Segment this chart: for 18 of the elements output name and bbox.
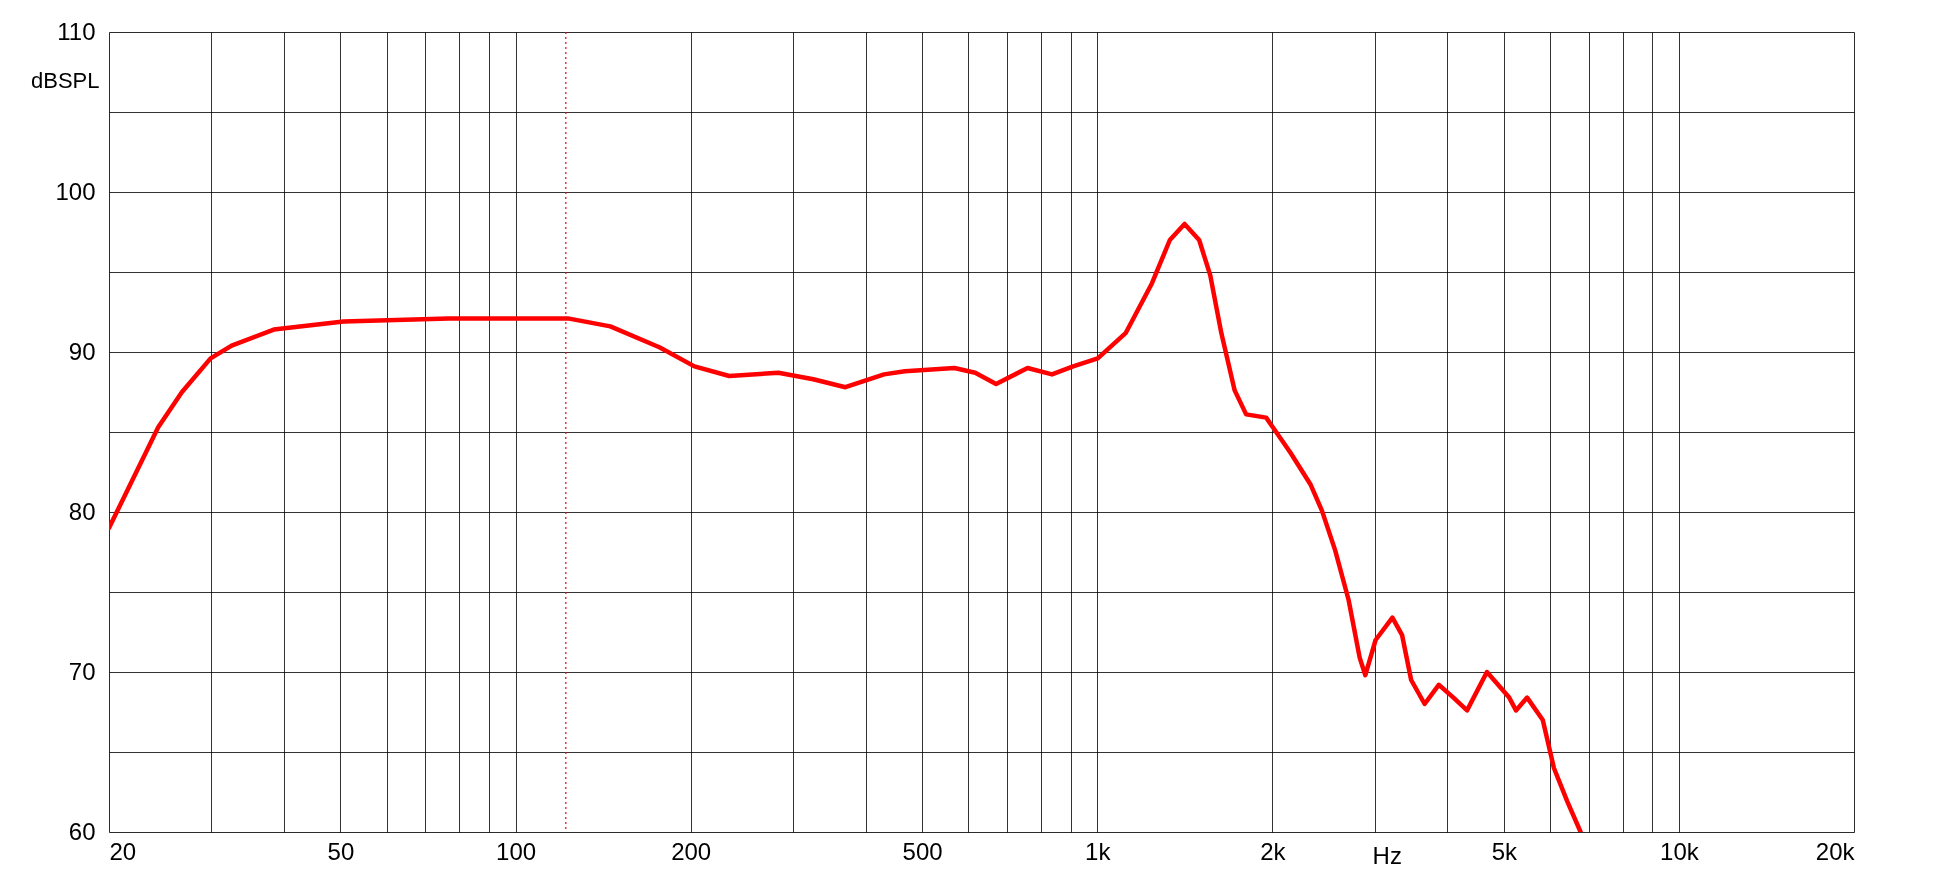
x-tick-label: 1k: [1085, 837, 1112, 865]
y-tick-label: 110: [57, 17, 96, 45]
x-tick-label: 100: [496, 837, 537, 865]
x-axis-title: Hz: [1372, 841, 1402, 869]
x-tick-label: 2k: [1260, 837, 1287, 865]
y-tick-label: 100: [55, 177, 96, 205]
y-tick-label: 70: [68, 657, 96, 685]
x-tick-label: 5k: [1491, 837, 1518, 865]
x-tick-label: 500: [902, 837, 943, 865]
y-tick-label: 90: [68, 337, 96, 365]
y-tick-label: 80: [68, 497, 96, 525]
y-axis-title: dBSPL: [31, 67, 100, 93]
x-tick-label: 10k: [1660, 837, 1700, 865]
y-tick-label: 60: [68, 817, 96, 845]
x-tick-label: 20k: [1815, 837, 1856, 865]
x-tick-label: 50: [327, 837, 355, 865]
x-tick-label: 20: [109, 837, 137, 865]
x-tick-label: 200: [671, 837, 712, 865]
